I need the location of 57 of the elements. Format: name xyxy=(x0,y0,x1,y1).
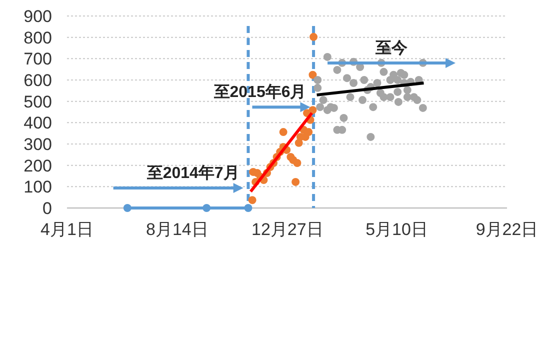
point xyxy=(323,106,332,114)
point xyxy=(350,78,358,87)
y-tick-label: 500 xyxy=(24,92,52,112)
point xyxy=(310,32,318,41)
y-tick-label: 400 xyxy=(24,114,52,133)
point xyxy=(386,93,394,102)
point xyxy=(403,93,412,102)
point xyxy=(316,103,324,112)
y-tick-label: 300 xyxy=(24,135,52,154)
y-tick-label: 200 xyxy=(24,156,52,176)
point xyxy=(293,158,302,167)
y-tick-label: 0 xyxy=(42,199,52,218)
point xyxy=(413,96,422,104)
x-tick-label: 8月14日 xyxy=(146,220,208,239)
point xyxy=(292,178,300,186)
point xyxy=(380,68,388,76)
point xyxy=(333,66,342,74)
point xyxy=(314,84,322,92)
point xyxy=(202,204,211,212)
point xyxy=(394,98,402,106)
point xyxy=(304,128,313,136)
point xyxy=(400,70,408,79)
y-tick-label: 600 xyxy=(24,71,52,90)
y-tick-label: 700 xyxy=(24,50,52,69)
point xyxy=(308,106,317,114)
point xyxy=(394,76,402,84)
point xyxy=(369,103,378,112)
annotation: 至今 xyxy=(374,39,409,57)
point xyxy=(343,74,351,82)
point xyxy=(403,86,412,94)
y-tick-label: 900 xyxy=(24,7,52,26)
point xyxy=(323,52,332,61)
annotation: 至2014年7月 xyxy=(146,164,240,182)
y-tick-label: 100 xyxy=(24,178,52,197)
point xyxy=(340,114,348,122)
point xyxy=(308,70,317,79)
point xyxy=(418,104,427,112)
annotation: 至2015年6月 xyxy=(212,83,306,102)
x-tick-label: 9月22日 xyxy=(476,220,538,239)
point xyxy=(319,96,328,104)
point xyxy=(366,132,375,141)
point xyxy=(346,93,354,102)
x-tick-label: 5月10日 xyxy=(366,220,428,239)
x-tick-label: 12月27日 xyxy=(251,220,324,239)
point xyxy=(123,204,132,212)
point xyxy=(314,76,322,84)
point xyxy=(279,128,288,136)
point xyxy=(390,70,398,79)
point xyxy=(358,96,367,104)
y-tick-label: 800 xyxy=(24,28,52,48)
point xyxy=(373,78,382,87)
x-tick-label: 4月1日 xyxy=(40,220,94,239)
point xyxy=(244,204,252,212)
point xyxy=(248,196,256,204)
point xyxy=(360,76,368,84)
point xyxy=(394,88,402,96)
point xyxy=(380,93,388,102)
